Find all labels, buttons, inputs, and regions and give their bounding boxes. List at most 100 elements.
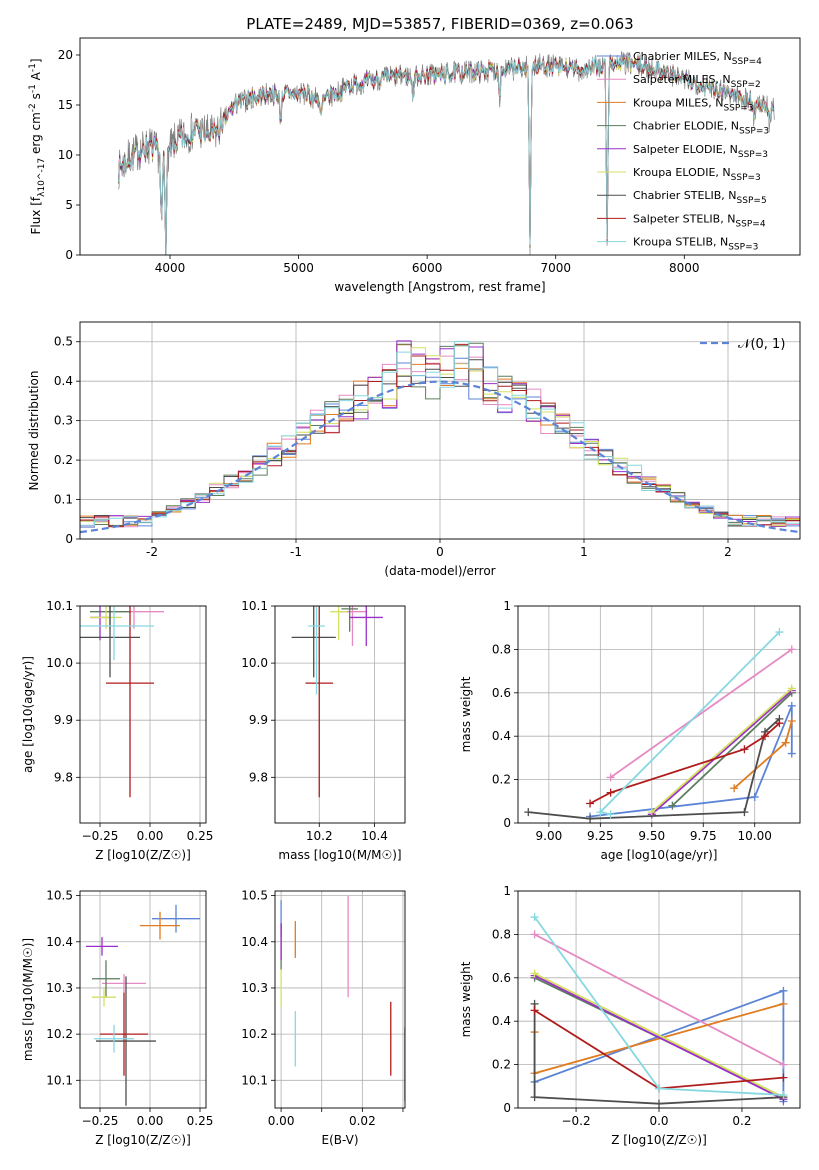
weight-marker bbox=[787, 701, 796, 710]
weight_z-frame bbox=[517, 890, 801, 1109]
y-tick-label: 0 bbox=[503, 816, 511, 830]
y-tick-label: 10.2 bbox=[241, 1027, 268, 1041]
z_age-frame bbox=[79, 605, 207, 824]
weight-marker bbox=[606, 810, 615, 819]
y-tick-label: 0.8 bbox=[492, 927, 511, 941]
label-part: A bbox=[29, 71, 43, 84]
weight-marker bbox=[761, 732, 770, 741]
weight-line bbox=[671, 692, 793, 807]
label-part: E(B-V) bbox=[321, 1133, 358, 1147]
x-tick-label: 0.25 bbox=[187, 829, 214, 843]
x-tick-label: 10.00 bbox=[738, 829, 772, 843]
label-part: Salpeter ELODIE, N bbox=[633, 143, 738, 156]
label-part: age [log10(age/yr)] bbox=[601, 848, 718, 862]
label-part: SSP=3 bbox=[739, 127, 769, 137]
weight-marker bbox=[779, 986, 788, 995]
x-tick-label: 7000 bbox=[540, 261, 571, 275]
weight-marker bbox=[775, 628, 784, 637]
weight-marker bbox=[647, 808, 656, 817]
label-part: age [log10(age/yr)] bbox=[21, 656, 35, 773]
legend-label: Chabrier STELIB, NSSP=5 bbox=[633, 189, 767, 206]
weight-line bbox=[534, 972, 784, 1099]
label-part: SSP=3 bbox=[738, 150, 768, 160]
label-part: Salpeter MILES, N bbox=[633, 73, 731, 86]
y-tick-label: 0 bbox=[503, 1101, 511, 1115]
label-part: -2 bbox=[28, 103, 38, 112]
y-tick-label: 10.5 bbox=[46, 889, 73, 903]
x-tick-label: 1 bbox=[580, 545, 588, 559]
x-tick-label: 5000 bbox=[283, 261, 314, 275]
weight-line bbox=[534, 974, 784, 1101]
label-part: -1 bbox=[28, 84, 38, 93]
label-part: Chabrier ELODIE, N bbox=[633, 120, 739, 133]
y-tick-label: 0.5 bbox=[54, 335, 73, 349]
label-part: Z [log10(Z/Z☉)] bbox=[95, 848, 191, 862]
label-part: SSP=3 bbox=[723, 103, 753, 113]
label-part: (data-model)/error bbox=[384, 564, 495, 578]
label-part: mass weight bbox=[459, 676, 473, 752]
legend-label: Chabrier ELODIE, NSSP=3 bbox=[633, 120, 769, 137]
x-tick-label: 0.00 bbox=[268, 1114, 295, 1128]
weight-line bbox=[534, 933, 784, 1066]
x-tick-label: 9.75 bbox=[690, 829, 717, 843]
weight-marker bbox=[787, 717, 796, 726]
z_mass-grid bbox=[80, 891, 206, 1108]
y-axis-label: Flux [fλ10^-17 erg cm-2 s-1 A-1] bbox=[28, 58, 47, 234]
z_mass-panel: −0.25 0.00 0.25 10.1 10.2 10.3 10.4 10.5 Z [log1… bbox=[21, 889, 213, 1147]
x-axis-label: Z [log10(Z/Z☉)] bbox=[95, 848, 191, 862]
y-tick-label: 1 bbox=[503, 884, 511, 898]
spectrum-frame bbox=[79, 37, 801, 256]
y-tick-label: 0.4 bbox=[492, 1014, 511, 1028]
weight-marker bbox=[787, 749, 796, 758]
legend-label: Kroupa STELIB, NSSP=3 bbox=[633, 236, 758, 253]
weight-marker bbox=[730, 784, 739, 793]
legend-label: Salpeter STELIB, NSSP=4 bbox=[633, 212, 766, 229]
y-axis-label: mass weight bbox=[459, 961, 473, 1037]
ebv_mass-plot bbox=[280, 895, 405, 1102]
y-tick-label: 10.4 bbox=[241, 935, 268, 949]
y-tick-label: 0.6 bbox=[492, 971, 511, 985]
y-axis-label: mass weight bbox=[459, 676, 473, 752]
weight-marker bbox=[779, 1073, 788, 1082]
y-tick-label: 0.3 bbox=[54, 414, 73, 428]
y-tick-label: 10.2 bbox=[46, 1027, 73, 1041]
x-tick-label: 0.00 bbox=[137, 829, 164, 843]
y-tick-label: 10.1 bbox=[241, 599, 268, 613]
y-tick-label: 0.8 bbox=[492, 642, 511, 656]
ebv_mass-frame bbox=[274, 890, 406, 1109]
weight_age-plot bbox=[524, 628, 796, 823]
label-part: Kroupa ELODIE, N bbox=[633, 166, 731, 179]
legend-label: Salpeter MILES, NSSP=2 bbox=[633, 73, 761, 90]
label-part: SSP=4 bbox=[732, 57, 762, 67]
weight-marker bbox=[779, 999, 788, 1008]
weight-line bbox=[589, 722, 781, 805]
x-axis-label: Z [log10(Z/Z☉)] bbox=[611, 1133, 707, 1147]
weight-marker bbox=[655, 1099, 663, 1108]
y-tick-label: 9.8 bbox=[249, 770, 268, 784]
x-axis-label: wavelength [Angstrom, rest frame] bbox=[334, 280, 545, 294]
weight-line bbox=[610, 648, 793, 779]
label-part: ] bbox=[29, 58, 43, 63]
x-tick-label: 4000 bbox=[155, 261, 186, 275]
legend-label: Chabrier MILES, NSSP=4 bbox=[633, 50, 762, 67]
legend-label: Salpeter ELODIE, NSSP=3 bbox=[633, 143, 768, 160]
weight-marker bbox=[781, 738, 790, 747]
x-tick-label: −0.25 bbox=[82, 1114, 119, 1128]
weight-marker bbox=[530, 913, 539, 922]
mass_age-grid bbox=[275, 605, 405, 823]
mass_age-plot bbox=[291, 606, 383, 798]
weight-line bbox=[651, 689, 793, 815]
histogram-step bbox=[80, 340, 800, 527]
x-tick-label: −0.2 bbox=[561, 1114, 590, 1128]
residuals-frame bbox=[79, 321, 801, 540]
label-part: SSP=5 bbox=[737, 196, 767, 206]
y-tick-label: 10.3 bbox=[46, 981, 73, 995]
label-part: Salpeter STELIB, N bbox=[633, 212, 735, 225]
weight-marker bbox=[750, 792, 759, 801]
y-tick-label: 10.1 bbox=[241, 1073, 268, 1087]
x-tick-label: 2 bbox=[724, 545, 732, 559]
weight-marker bbox=[586, 814, 595, 823]
weight-marker bbox=[787, 684, 796, 693]
y-tick-label: 0.4 bbox=[492, 729, 511, 743]
y-tick-label: 10.1 bbox=[46, 1073, 73, 1087]
